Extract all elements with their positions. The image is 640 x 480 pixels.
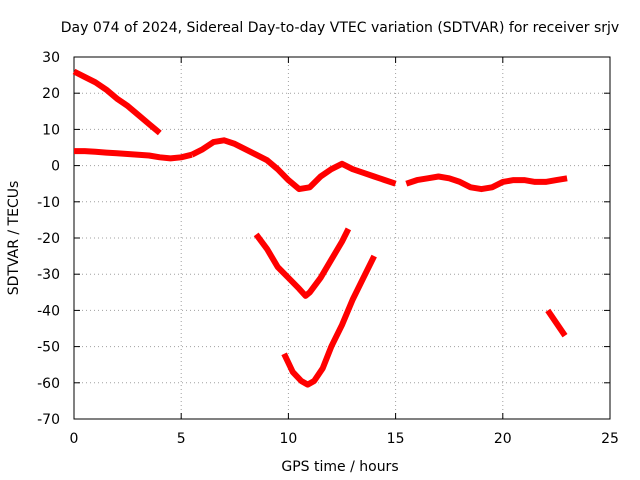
y-tick-label: -10 bbox=[37, 195, 60, 211]
y-tick-label: -30 bbox=[37, 267, 60, 283]
y-tick-label: -50 bbox=[37, 340, 60, 356]
plot-frame bbox=[73, 56, 611, 420]
series-segment-3 bbox=[190, 137, 397, 193]
y-tick-label: -20 bbox=[37, 231, 60, 247]
y-tick-label: 10 bbox=[42, 122, 60, 138]
data-series bbox=[72, 68, 568, 388]
y-tick-labels: 30 20 10 0 -10 -20 -30 -40 -50 -60 -70 bbox=[37, 50, 60, 428]
x-tick-label: 5 bbox=[177, 431, 186, 447]
series-segment-4 bbox=[405, 173, 568, 193]
y-tick-label: -60 bbox=[37, 376, 60, 392]
series-segment-5 bbox=[253, 227, 352, 299]
y-axis-title: SDTVAR / TECUs bbox=[6, 181, 22, 296]
series-segment-7 bbox=[545, 308, 568, 338]
y-tick-label: 20 bbox=[42, 86, 60, 102]
x-tick-label: 25 bbox=[601, 431, 619, 447]
x-axis-title: GPS time / hours bbox=[281, 459, 398, 475]
x-tick-labels: 0 5 10 15 20 25 bbox=[70, 431, 619, 447]
series-segment-6 bbox=[281, 254, 377, 388]
y-tick-label: 0 bbox=[51, 159, 60, 175]
x-tick-label: 10 bbox=[279, 431, 297, 447]
chart-title: Day 074 of 2024, Sidereal Day-to-day VTE… bbox=[61, 20, 619, 36]
y-tick-label: 30 bbox=[42, 50, 60, 66]
series-segment-1 bbox=[72, 68, 162, 136]
x-tick-label: 15 bbox=[387, 431, 405, 447]
series-segment-2 bbox=[74, 148, 193, 162]
y-tick-label: -70 bbox=[37, 412, 60, 428]
x-tick-label: 20 bbox=[494, 431, 512, 447]
x-tick-label: 0 bbox=[70, 431, 79, 447]
y-tick-label: -40 bbox=[37, 303, 60, 319]
